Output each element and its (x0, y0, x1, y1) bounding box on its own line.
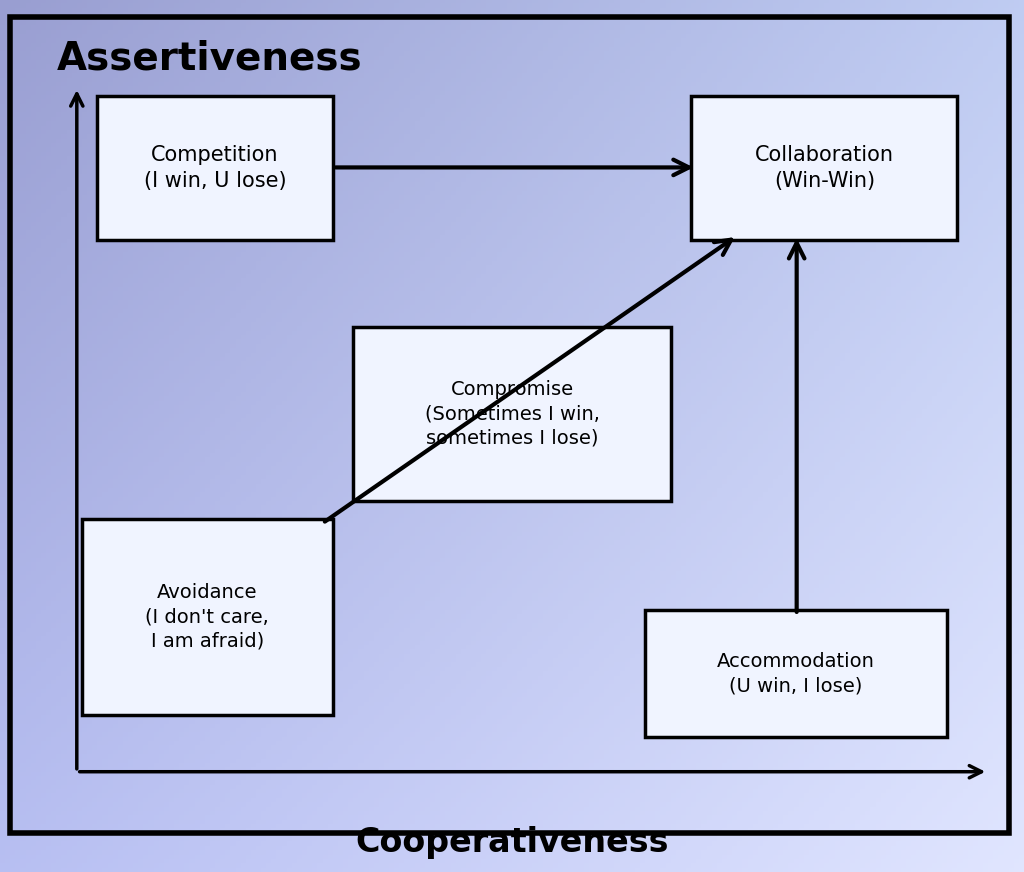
FancyBboxPatch shape (691, 96, 957, 240)
Text: Accommodation
(U win, I lose): Accommodation (U win, I lose) (717, 652, 876, 695)
FancyBboxPatch shape (353, 327, 671, 501)
Text: Competition
(I win, U lose): Competition (I win, U lose) (143, 145, 287, 191)
Text: Assertiveness: Assertiveness (56, 39, 361, 78)
Text: Avoidance
(I don't care,
I am afraid): Avoidance (I don't care, I am afraid) (145, 583, 269, 651)
Text: Cooperativeness: Cooperativeness (355, 826, 669, 859)
Text: Collaboration
(Win-Win): Collaboration (Win-Win) (755, 145, 894, 191)
FancyBboxPatch shape (645, 610, 947, 737)
FancyBboxPatch shape (97, 96, 333, 240)
Text: Compromise
(Sometimes I win,
sometimes I lose): Compromise (Sometimes I win, sometimes I… (425, 380, 599, 448)
FancyBboxPatch shape (82, 519, 333, 715)
